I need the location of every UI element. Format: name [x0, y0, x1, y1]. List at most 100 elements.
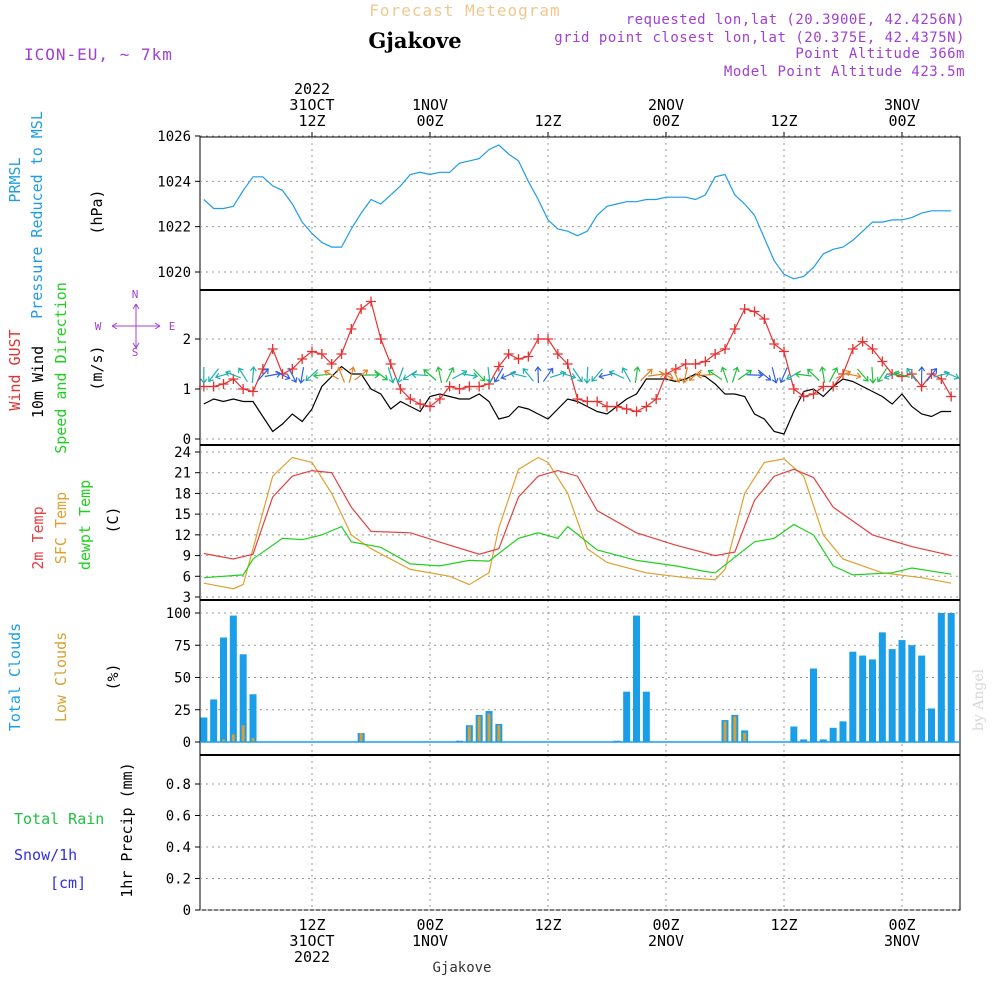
- wind-arrow-shape: [608, 370, 625, 379]
- compass-w: W: [95, 320, 102, 333]
- wind-arrow-shape: [445, 366, 455, 383]
- wind-arrow-shape: [819, 366, 827, 383]
- wind-arrow-shape: [757, 369, 772, 381]
- wind-arrow-shape: [249, 366, 257, 384]
- gust-point: [464, 381, 475, 392]
- wind-arrow-shape: [288, 367, 298, 384]
- pressure-desc-label: Pressure Reduced to MSL: [28, 111, 46, 319]
- gust-point: [543, 334, 553, 344]
- wind-direction-arrow: [926, 367, 938, 382]
- wind-direction-arrow: [794, 371, 812, 378]
- gust-point: [710, 349, 721, 359]
- wind-arrow-shape: [323, 369, 339, 380]
- wind-arrow-shape: [336, 366, 346, 383]
- wind-direction-arrow: [411, 371, 429, 379]
- gust-point: [375, 334, 386, 344]
- bottom-time-label: 3NOV: [884, 932, 920, 950]
- wind-direction-arrow: [264, 370, 282, 378]
- wind-direction-arrow: [374, 369, 389, 381]
- total-cloud-bar: [642, 691, 650, 742]
- clouds-unit-label: (%): [104, 663, 122, 690]
- wind-direction-arrow: [746, 371, 764, 379]
- total-cloud-bar: [249, 694, 257, 742]
- wind-direction-arrow: [208, 368, 219, 383]
- wind-direction-arrow: [312, 371, 330, 379]
- bottom-time-label: 00Z: [416, 916, 443, 934]
- wind-arrow-shape: [208, 368, 219, 383]
- wind-direction-arrow: [828, 367, 839, 383]
- location-title: Gjakove: [368, 28, 461, 53]
- model-altitude: Model Point Altitude 423.5m: [724, 64, 965, 80]
- wind-arrow-shape: [559, 371, 577, 380]
- gust-point: [867, 344, 878, 354]
- low-cloud-bar: [477, 716, 481, 742]
- top-time-label: 00Z: [416, 112, 443, 130]
- wind-arrow-shape: [423, 369, 437, 381]
- gust-point: [602, 401, 612, 412]
- pressure-panel-frame: [199, 136, 961, 291]
- wind-direction-arrow: [500, 371, 517, 380]
- top-time-label: 1NOV: [412, 96, 448, 114]
- gust-point: [720, 344, 730, 354]
- wind-direction-arrow: [621, 367, 632, 383]
- top-time-label: 31OCT: [289, 96, 334, 114]
- gust-point: [808, 389, 819, 399]
- wind-arrow-shape: [522, 368, 534, 382]
- wind-arrow-shape: [374, 369, 389, 381]
- point-altitude: Point Altitude 366m: [795, 46, 965, 62]
- total-cloud-bar: [878, 632, 886, 742]
- wind-direction-arrow: [354, 369, 369, 381]
- wind-direction-arrow: [633, 366, 641, 384]
- wind-direction-arrow: [362, 371, 380, 379]
- gust-point: [297, 354, 308, 364]
- gust-point: [946, 391, 957, 402]
- low-cloud-bar: [241, 725, 245, 742]
- total-cloud-bar: [623, 691, 631, 742]
- wind-arrow-shape: [493, 367, 504, 383]
- wind-arrow-shape: [473, 368, 486, 382]
- gust-point: [788, 384, 799, 394]
- gust-point: [316, 349, 327, 359]
- pressure-y-tick-label: 1022: [157, 220, 191, 236]
- low-cloud-bar: [723, 721, 727, 742]
- bottom-time-label: 12Z: [534, 916, 561, 934]
- bottom-time-label: 2NOV: [648, 932, 684, 950]
- gust-point: [385, 359, 396, 369]
- wind-arrow-shape: [500, 371, 517, 380]
- total-cloud-bar: [810, 668, 817, 742]
- wind-arrow-shape: [362, 371, 380, 379]
- low-cloud-bar: [497, 725, 501, 742]
- wind-arrow-shape: [305, 369, 319, 382]
- total-cloud-bar: [800, 739, 808, 742]
- clouds-y-tick-label: 0: [183, 735, 191, 751]
- compass-s: S: [132, 346, 139, 359]
- gust-point: [729, 324, 740, 334]
- wind-arrow-shape: [275, 370, 291, 381]
- wind-direction-arrow: [534, 366, 542, 384]
- wind-arrow-shape: [591, 368, 603, 382]
- compass-cross: [111, 303, 161, 349]
- wind-direction-arrow: [395, 367, 404, 384]
- wind-direction-arrow: [779, 367, 788, 384]
- total-cloud-bar: [859, 655, 867, 742]
- bottom-time-label: 00Z: [652, 916, 679, 934]
- gust-point: [562, 359, 573, 369]
- wind-direction-arrow: [435, 366, 443, 383]
- total-cloud-bar: [869, 659, 876, 742]
- wind-direction-arrow: [200, 367, 208, 384]
- wind-arrow-shape: [312, 371, 330, 379]
- pressure-unit-label: (hPa): [88, 189, 106, 234]
- rain-label: Total Rain: [14, 810, 104, 828]
- wind-direction-arrow: [323, 369, 339, 380]
- gust-point: [533, 334, 544, 344]
- gust-point: [415, 399, 426, 409]
- total-clouds-label: Total Clouds: [6, 623, 24, 731]
- wind-arrow-shape: [395, 367, 404, 384]
- wind-arrow-shape: [224, 370, 242, 379]
- gust-point: [248, 386, 258, 397]
- wind-direction-arrow: [473, 368, 486, 382]
- top-time-label: 00Z: [652, 112, 679, 130]
- wind-direction-arrow: [288, 367, 298, 384]
- wind-arrow-shape: [737, 369, 753, 381]
